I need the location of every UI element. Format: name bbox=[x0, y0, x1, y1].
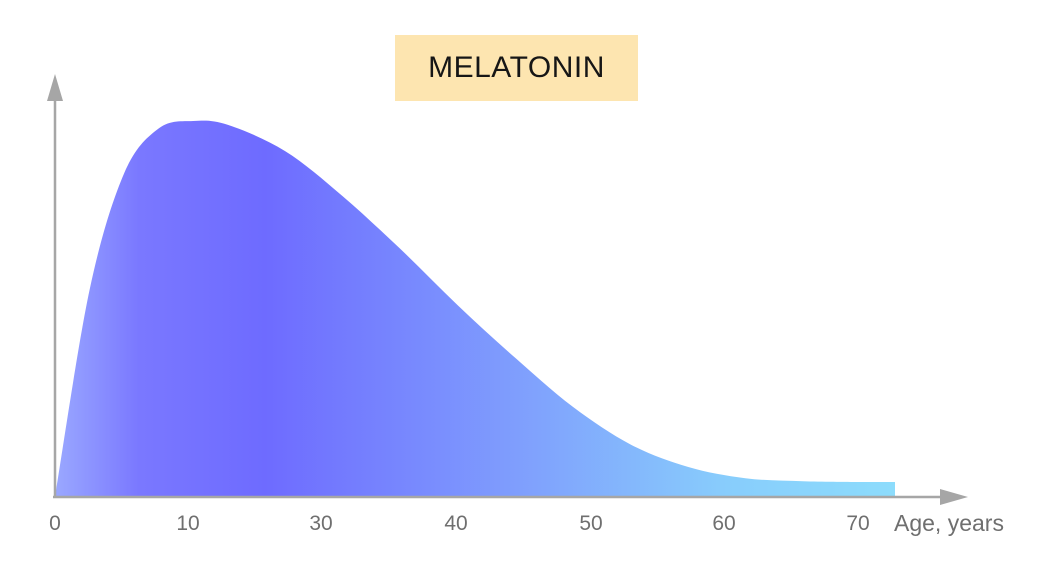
x-tick-label: 10 bbox=[176, 512, 200, 535]
x-tick-label: 40 bbox=[444, 512, 468, 535]
chart-title: MELATONIN bbox=[428, 51, 605, 84]
x-axis-arrow bbox=[940, 489, 968, 505]
x-axis-label: Age, years bbox=[894, 510, 1004, 536]
x-tick-label: 60 bbox=[712, 512, 736, 535]
x-tick-label: 70 bbox=[846, 512, 870, 535]
melatonin-area bbox=[55, 120, 895, 497]
y-axis-arrow bbox=[47, 74, 63, 101]
chart-title-box: MELATONIN bbox=[395, 35, 638, 101]
x-tick-label: 0 bbox=[49, 512, 61, 535]
x-tick-label: 30 bbox=[309, 512, 333, 535]
x-tick-label: 50 bbox=[579, 512, 603, 535]
